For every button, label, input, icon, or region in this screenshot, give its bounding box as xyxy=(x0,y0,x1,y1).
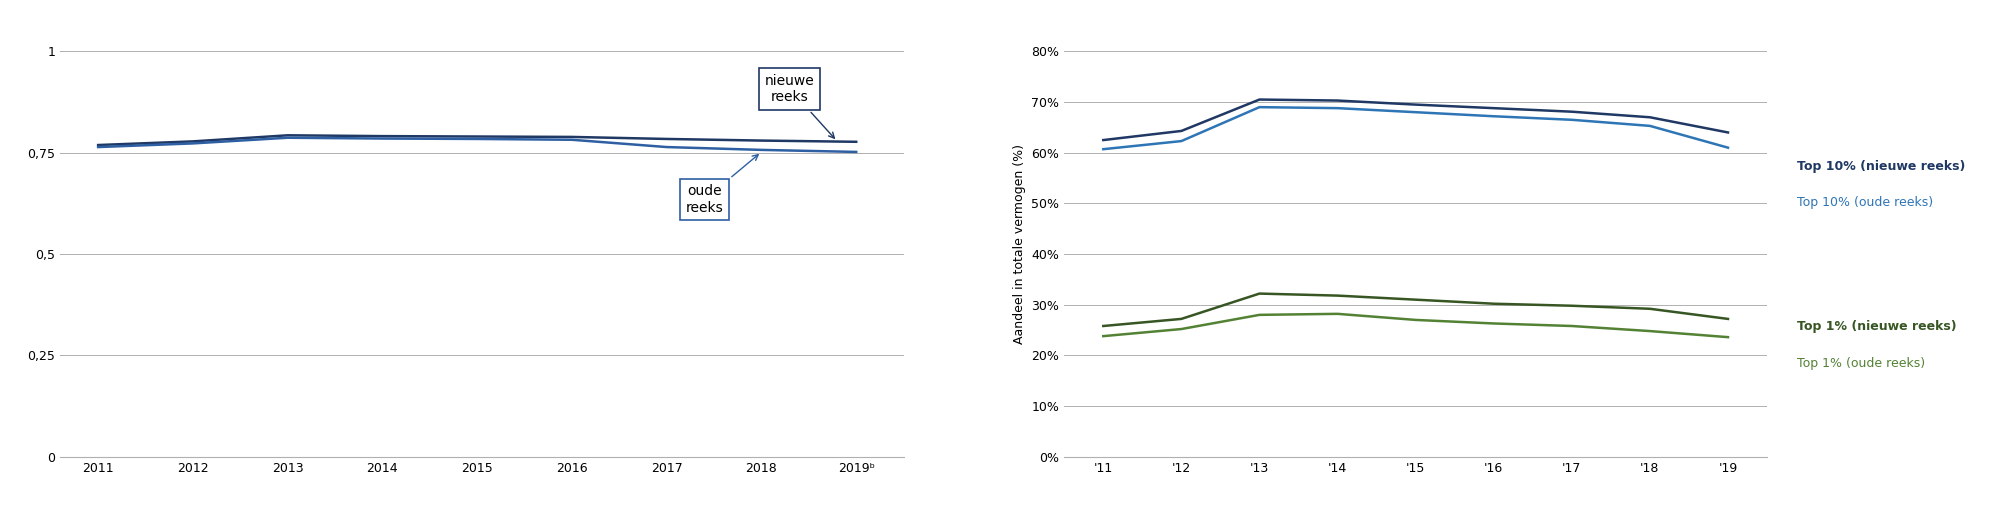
Text: Top 1% (nieuwe reeks): Top 1% (nieuwe reeks) xyxy=(1796,320,1955,334)
Text: oude
reeks: oude reeks xyxy=(684,155,759,214)
Text: Top 10% (oude reeks): Top 10% (oude reeks) xyxy=(1796,196,1933,209)
Text: Top 10% (nieuwe reeks): Top 10% (nieuwe reeks) xyxy=(1796,159,1965,173)
Text: Top 1% (oude reeks): Top 1% (oude reeks) xyxy=(1796,357,1925,370)
Text: nieuwe
reeks: nieuwe reeks xyxy=(765,74,835,138)
Y-axis label: Aandeel in totale vermogen (%): Aandeel in totale vermogen (%) xyxy=(1012,144,1026,344)
